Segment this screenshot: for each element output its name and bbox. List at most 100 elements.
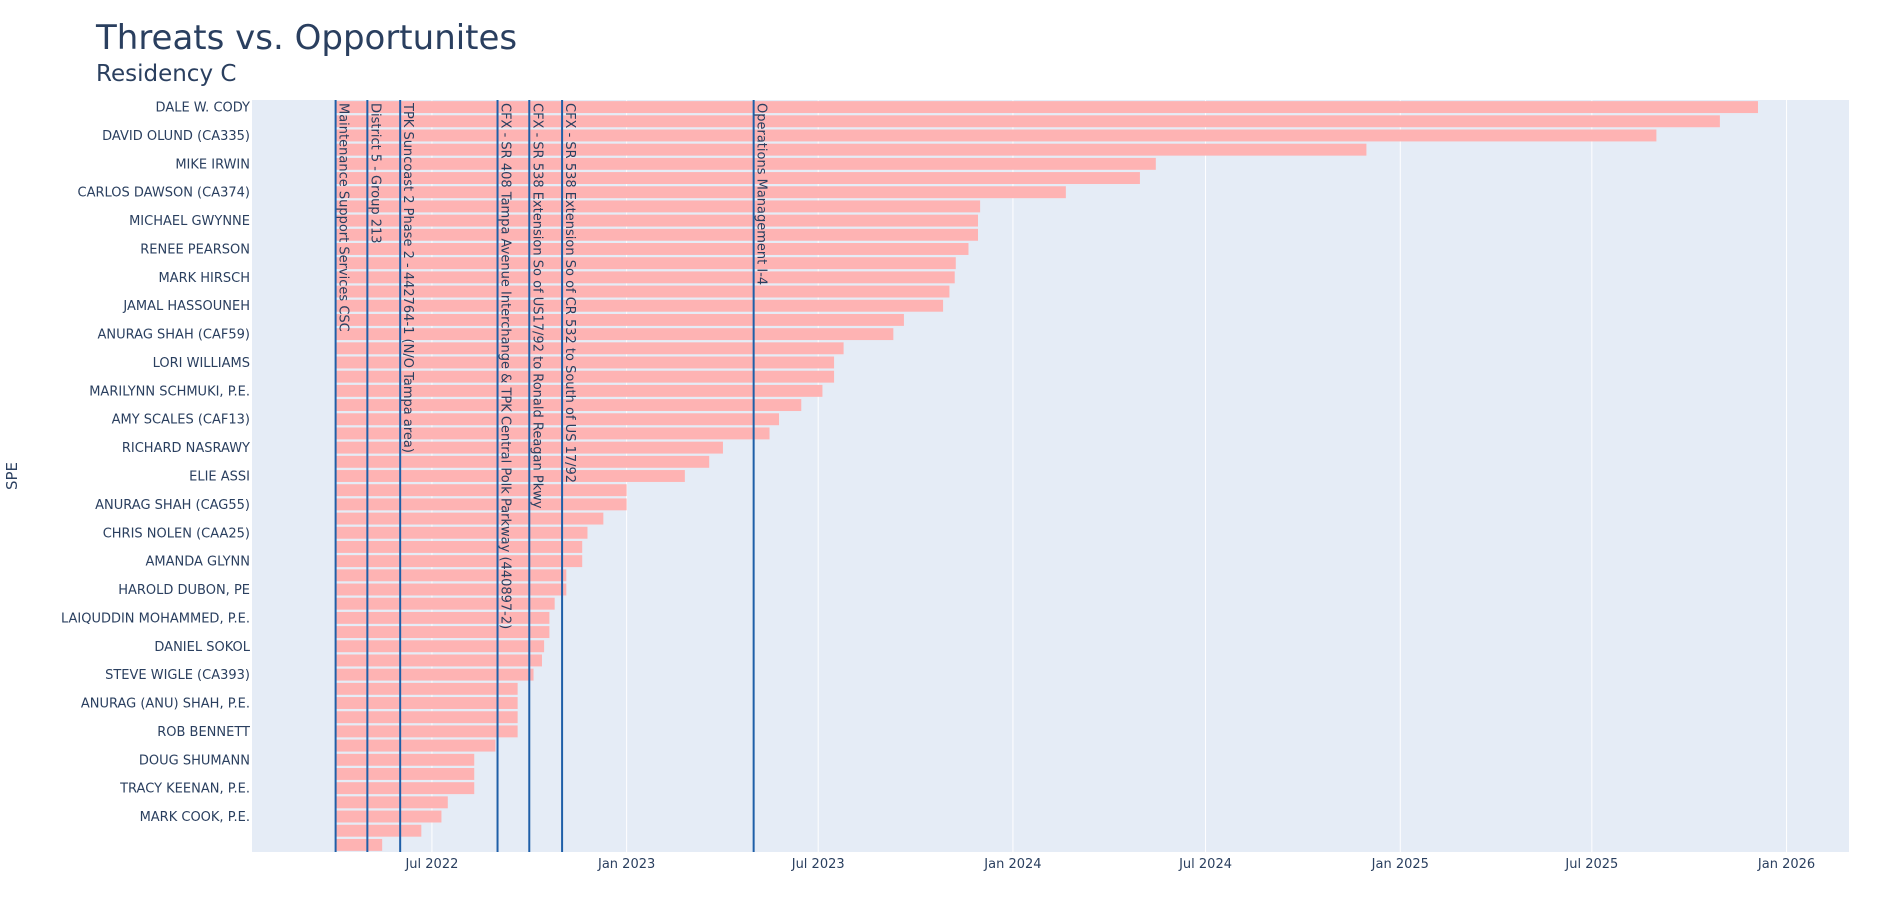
vertical-marker-label: CFX - SR 538 Extension So of US17/92 to …	[529, 103, 544, 509]
bar	[335, 540, 583, 553]
y-tick-label: ANURAG SHAH (CAF59)	[98, 328, 250, 343]
y-tick-label: DANIEL SOKOL	[154, 640, 250, 655]
bar	[335, 101, 1758, 114]
bar	[335, 356, 835, 369]
chart-subtitle: Residency C	[96, 61, 236, 87]
y-tick-label: DOUG SHUMANN	[139, 753, 250, 768]
bar	[335, 697, 518, 709]
bar	[335, 129, 1657, 142]
y-tick-label: DALE W. CODY	[156, 101, 250, 116]
bar	[335, 384, 823, 397]
bar	[335, 285, 950, 298]
bar	[335, 228, 979, 241]
bar	[335, 271, 955, 284]
bar	[335, 172, 1140, 184]
bar	[335, 682, 518, 695]
bar	[335, 768, 475, 780]
bar	[335, 313, 904, 326]
bar	[335, 583, 567, 596]
y-tick-label: MARK COOK, P.E.	[140, 810, 250, 825]
x-tick-label: Jan 2024	[983, 857, 1041, 872]
y-tick-label: JAMAL HASSOUNEH	[122, 299, 250, 314]
bar	[335, 200, 981, 213]
y-tick-label: CARLOS DAWSON (CA374)	[78, 186, 251, 201]
bar	[335, 838, 383, 851]
vertical-marker-label: Operations Management I-4	[754, 103, 769, 285]
bar	[335, 342, 844, 355]
bar	[335, 725, 518, 738]
x-tick-label: Jul 2023	[791, 857, 845, 872]
y-tick-label: RICHARD NASRAWY	[122, 441, 250, 456]
x-tick-label: Jan 2025	[1371, 857, 1429, 872]
y-tick-label: MARK HIRSCH	[158, 271, 250, 286]
bar	[335, 498, 627, 511]
bar	[335, 711, 518, 724]
y-tick-label: AMY SCALES (CAF13)	[112, 413, 250, 428]
bar	[335, 626, 550, 639]
y-tick-label: MARILYNN SCHMUKI, P.E.	[89, 384, 250, 399]
bar	[335, 810, 442, 823]
x-tick-label: Jul 2022	[404, 857, 458, 872]
bar	[335, 654, 542, 667]
y-tick-label: TRACY KEENAN, P.E.	[119, 782, 250, 797]
y-tick-label: DAVID OLUND (CA335)	[102, 129, 250, 144]
bar	[335, 299, 944, 312]
x-tick-label: Jul 2025	[1564, 857, 1618, 872]
bar	[335, 611, 550, 624]
bar	[335, 739, 496, 752]
y-tick-label: ROB BENNETT	[157, 725, 250, 740]
bar	[335, 640, 545, 653]
bar	[335, 399, 802, 412]
x-tick-label: Jan 2026	[1757, 857, 1815, 872]
vertical-marker-label: TPK Suncoast 2 Phase 2 - 442764-1 (N/O T…	[400, 102, 415, 453]
vertical-marker-label: Maintenance Support Services CSC	[336, 103, 351, 332]
bar	[335, 526, 588, 539]
y-tick-label: HAROLD DUBON, PE	[118, 583, 250, 598]
y-tick-label: STEVE WIGLE (CA393)	[105, 668, 250, 683]
bar	[335, 257, 956, 270]
bar	[335, 555, 583, 568]
vertical-markers: Maintenance Support Services CSC District…	[334, 100, 769, 852]
y-tick-label: ANURAG SHAH (CAG55)	[95, 498, 250, 513]
y-axis-title: SPE	[3, 462, 21, 490]
vertical-marker-label: CFX - SR 538 Extension So of CR 532 to S…	[562, 103, 577, 483]
bar	[335, 597, 555, 610]
bar	[335, 370, 835, 383]
bar	[335, 796, 448, 809]
y-tick-label: AMANDA GLYNN	[145, 555, 250, 570]
y-tick-label: MICHAEL GWYNNE	[129, 214, 250, 229]
bar	[335, 214, 979, 227]
bar	[335, 143, 1367, 156]
x-axis-ticks: Jul 2022 Jan 2023 Jul 2023 Jan 2024 Jul 2024…	[404, 857, 1815, 872]
bar	[335, 484, 627, 497]
y-tick-label: ELIE ASSI	[189, 470, 250, 485]
y-axis-ticks: DALE W. CODY DAVID OLUND (CA335) MIKE IRWI…	[61, 101, 251, 825]
bar	[335, 413, 780, 426]
bar	[335, 328, 894, 341]
vertical-marker-label: CFX - SR 408 Tampa Avenue Interchange & …	[498, 103, 513, 629]
chart-title: Threats vs. Opportunites	[95, 18, 517, 58]
y-tick-label: ANURAG (ANU) SHAH, P.E.	[81, 697, 250, 712]
bar	[335, 569, 567, 582]
vertical-marker-label: District 5 - Group 213	[367, 103, 382, 244]
y-tick-label: LAIQUDDIN MOHAMMED, P.E.	[61, 611, 250, 626]
bar	[335, 753, 475, 766]
bar	[335, 115, 1720, 128]
bar	[335, 186, 1066, 199]
bar	[335, 782, 475, 795]
bars	[335, 101, 1758, 851]
x-tick-label: Jan 2023	[597, 857, 655, 872]
y-tick-label: CHRIS NOLEN (CAA25)	[103, 526, 250, 541]
bar	[335, 427, 770, 440]
bar	[335, 455, 710, 468]
x-tick-label: Jul 2024	[1178, 857, 1232, 872]
bar	[335, 668, 534, 681]
y-tick-label: RENEE PEARSON	[140, 242, 250, 257]
y-tick-label: MIKE IRWIN	[175, 157, 250, 172]
bar	[335, 243, 969, 255]
bar	[335, 470, 685, 482]
y-tick-label: LORI WILLIAMS	[153, 356, 250, 371]
bar	[335, 824, 422, 837]
bar	[335, 512, 604, 525]
